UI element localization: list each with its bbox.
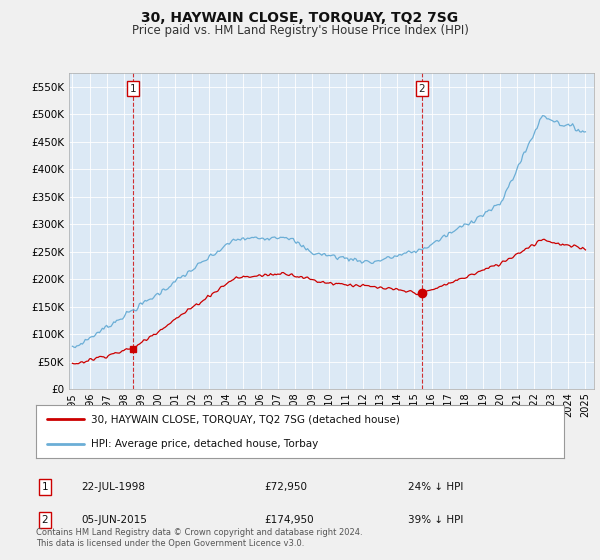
- Text: 05-JUN-2015: 05-JUN-2015: [81, 515, 147, 525]
- Text: 1: 1: [41, 482, 49, 492]
- Text: Contains HM Land Registry data © Crown copyright and database right 2024.
This d: Contains HM Land Registry data © Crown c…: [36, 528, 362, 548]
- Text: 30, HAYWAIN CLOSE, TORQUAY, TQ2 7SG (detached house): 30, HAYWAIN CLOSE, TORQUAY, TQ2 7SG (det…: [91, 414, 400, 424]
- Text: £174,950: £174,950: [264, 515, 314, 525]
- Text: 1: 1: [130, 84, 136, 94]
- Text: 24% ↓ HPI: 24% ↓ HPI: [408, 482, 463, 492]
- Text: 39% ↓ HPI: 39% ↓ HPI: [408, 515, 463, 525]
- Text: 22-JUL-1998: 22-JUL-1998: [81, 482, 145, 492]
- Text: Price paid vs. HM Land Registry's House Price Index (HPI): Price paid vs. HM Land Registry's House …: [131, 24, 469, 36]
- Text: 2: 2: [41, 515, 49, 525]
- Text: HPI: Average price, detached house, Torbay: HPI: Average price, detached house, Torb…: [91, 438, 319, 449]
- Text: 30, HAYWAIN CLOSE, TORQUAY, TQ2 7SG: 30, HAYWAIN CLOSE, TORQUAY, TQ2 7SG: [142, 11, 458, 25]
- Text: £72,950: £72,950: [264, 482, 307, 492]
- Text: 2: 2: [418, 84, 425, 94]
